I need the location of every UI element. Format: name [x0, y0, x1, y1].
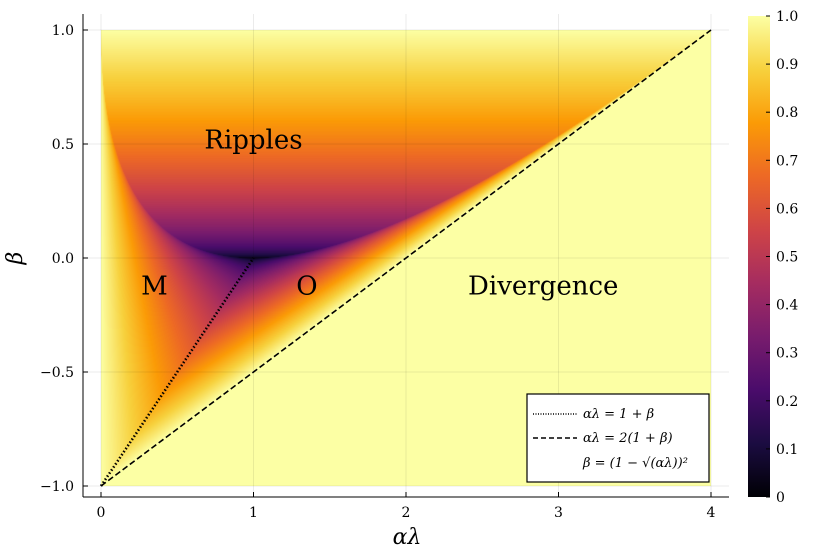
region-labels: Ripples M O Divergence [141, 126, 618, 302]
y-tick-label: 1.0 [52, 23, 74, 39]
colorbar-tick-label: 0.7 [776, 153, 798, 169]
colorbar-tick-label: 0.9 [776, 57, 798, 73]
colorbar-tick-label: 0.6 [776, 201, 798, 217]
y-tick-label: 0.0 [52, 251, 74, 267]
y-axis-title: β [3, 252, 28, 266]
legend-entry: αλ = 2(1 + β) [583, 431, 673, 446]
x-tick-label: 1 [249, 505, 258, 521]
colorbar-tick-label: 0.2 [776, 394, 798, 410]
grid-lines [83, 14, 729, 497]
colorbar-tick-label: 0 [776, 490, 785, 506]
colorbar-tick-label: 0.4 [776, 298, 798, 314]
colorbar-tick-label: 1.0 [776, 9, 798, 25]
colorbar-tick-label: 0.1 [776, 442, 798, 458]
legend-entry: β = (1 − √(αλ))² [582, 456, 688, 471]
region-label-m: M [141, 271, 168, 301]
colorbar-gradient [748, 16, 770, 497]
colorbar: 0 0.1 0.2 0.3 0.4 0.5 0.6 0.7 0.8 0.9 1.0 [748, 9, 798, 506]
region-label-ripples: Ripples [204, 126, 302, 156]
colorbar-tick-label: 0.8 [776, 105, 798, 121]
region-label-divergence: Divergence [468, 271, 618, 301]
dotted-boundary-line [99, 257, 255, 487]
x-tick-label: 3 [554, 505, 563, 521]
axes: 0 1 2 3 4 −1.0 −0.5 0.0 0.5 1.0 [40, 14, 729, 521]
x-tick-label: 2 [402, 505, 411, 521]
x-tick-label: 0 [97, 505, 106, 521]
legend: αλ = 1 + β αλ = 2(1 + β) β = (1 − √(αλ))² [526, 393, 710, 483]
region-label-o: O [296, 271, 317, 301]
boundary-curves [99, 29, 712, 487]
dashed-boundary-line [100, 29, 712, 487]
y-tick-label: −0.5 [40, 365, 74, 381]
colorbar-tick-label: 0.3 [776, 346, 798, 362]
x-axis-title: αλ [393, 525, 422, 550]
x-tick-label: 4 [707, 505, 716, 521]
colorbar-tick-label: 0.5 [776, 250, 798, 266]
y-tick-label: 0.5 [52, 137, 74, 153]
y-tick-label: −1.0 [40, 479, 74, 495]
legend-entry: αλ = 1 + β [583, 407, 654, 422]
